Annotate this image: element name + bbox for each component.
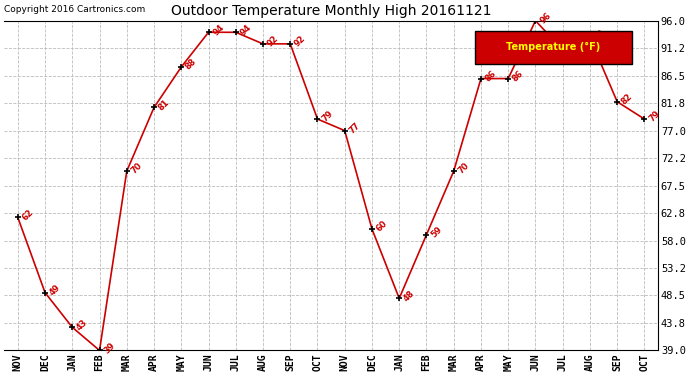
Text: 92: 92 xyxy=(293,34,308,49)
Text: 82: 82 xyxy=(620,92,635,106)
Text: 81: 81 xyxy=(157,98,171,112)
FancyBboxPatch shape xyxy=(475,31,632,64)
Text: 77: 77 xyxy=(348,121,362,135)
Text: 88: 88 xyxy=(184,57,199,72)
Text: 60: 60 xyxy=(375,219,389,234)
Text: 94: 94 xyxy=(239,22,253,37)
Text: 39: 39 xyxy=(102,341,117,355)
Text: 94: 94 xyxy=(211,22,226,37)
Text: 62: 62 xyxy=(21,207,35,222)
Text: 79: 79 xyxy=(320,110,335,124)
Text: 91: 91 xyxy=(566,40,580,54)
Text: 93: 93 xyxy=(593,28,607,43)
Title: Outdoor Temperature Monthly High 20161121: Outdoor Temperature Monthly High 2016112… xyxy=(171,4,491,18)
Text: 70: 70 xyxy=(457,161,471,176)
Text: 86: 86 xyxy=(484,69,498,83)
Text: 70: 70 xyxy=(130,161,144,176)
Text: Temperature (°F): Temperature (°F) xyxy=(506,42,600,52)
Text: 79: 79 xyxy=(647,110,662,124)
Text: 59: 59 xyxy=(429,225,444,240)
Text: 86: 86 xyxy=(511,69,526,83)
Text: 96: 96 xyxy=(538,11,553,26)
Text: 48: 48 xyxy=(402,289,417,303)
Text: Copyright 2016 Cartronics.com: Copyright 2016 Cartronics.com xyxy=(4,5,146,14)
Text: 43: 43 xyxy=(75,318,90,332)
Text: 92: 92 xyxy=(266,34,280,49)
Text: 49: 49 xyxy=(48,283,62,297)
